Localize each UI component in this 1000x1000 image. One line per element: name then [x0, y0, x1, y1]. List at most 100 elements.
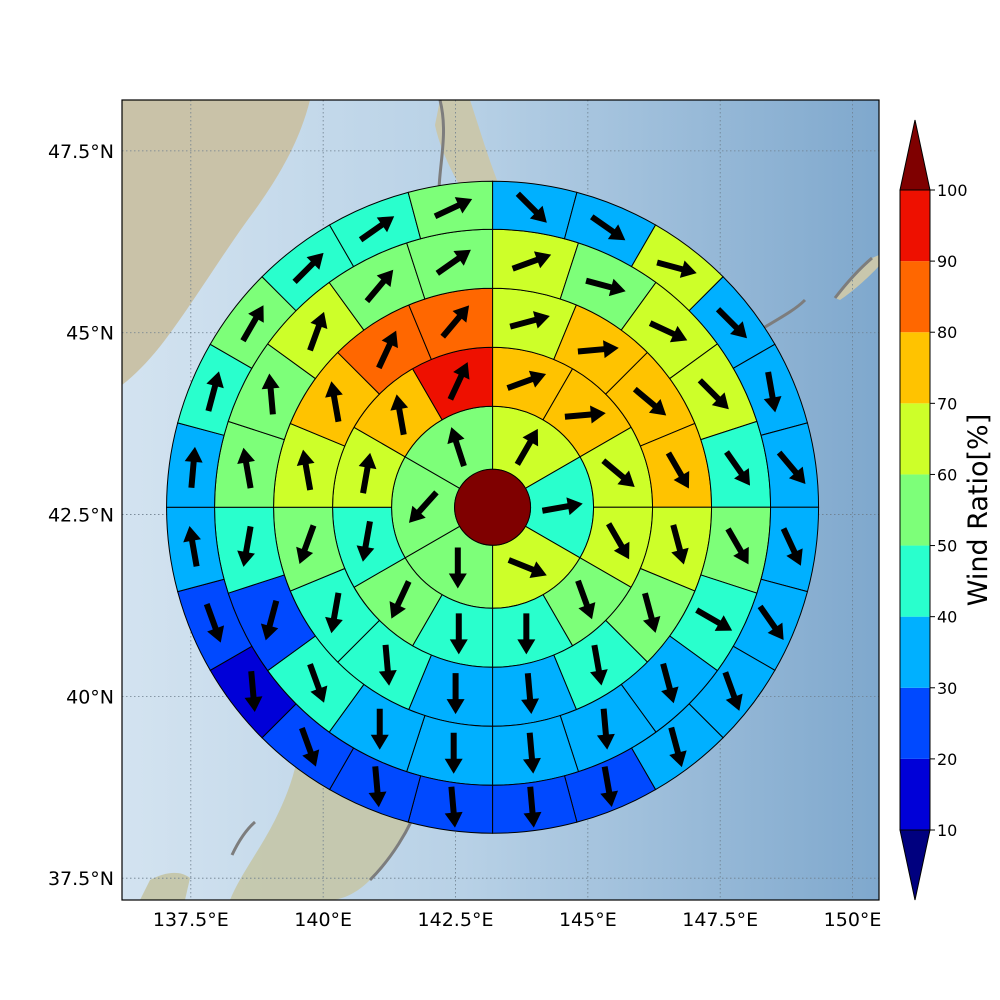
wind-arrow — [389, 580, 412, 619]
wind-arrow — [449, 613, 468, 655]
colorbar-segment — [900, 616, 930, 688]
wind-arrow — [296, 524, 317, 564]
wind-arrow — [409, 490, 439, 523]
colorbar-tick-label: 70 — [937, 394, 957, 413]
y-tick-label: 47.5°N — [48, 141, 114, 163]
wind-arrow — [307, 311, 328, 352]
colorbar: 10 20 30 40 50 60 70 80 90 100 — [899, 119, 968, 901]
wind-arrow — [260, 599, 280, 641]
wind-arrow — [515, 191, 547, 223]
colorbar-tick-label: 40 — [937, 608, 957, 627]
wind-arrow — [670, 524, 689, 565]
wind-arrow — [577, 340, 619, 359]
wind-arrow — [590, 644, 608, 686]
wind-arrow — [433, 197, 473, 220]
wind-arrow — [564, 405, 606, 424]
wind-arrow — [325, 592, 343, 634]
wind-arrow — [763, 371, 782, 413]
wind-arrow — [444, 732, 463, 774]
wind-arrow — [299, 727, 320, 767]
wind-arrow — [440, 305, 470, 339]
wind-arrow — [368, 766, 387, 808]
wind-arrow — [757, 604, 784, 641]
wind-arrow — [307, 663, 328, 703]
wind-ratio-sectors — [166, 180, 820, 834]
colorbar-extend-max — [899, 119, 931, 191]
wind-arrow — [183, 526, 201, 567]
colorbar-tick-label: 30 — [937, 679, 957, 698]
y-tick-label: 40°N — [66, 686, 114, 708]
wind-arrow — [447, 427, 467, 468]
y-tick-label: 45°N — [66, 323, 114, 345]
x-tick-label: 137.5°E — [153, 909, 229, 931]
wind-arrow — [660, 662, 679, 704]
colorbar-tick-label: 80 — [937, 323, 957, 342]
colorbar-outline — [899, 189, 931, 831]
x-tick-label: 147.5°E — [682, 909, 758, 931]
wind-arrow — [780, 527, 803, 566]
wind-arrow — [244, 670, 263, 713]
wind-arrow — [632, 386, 667, 416]
colorbar-tick-label: 50 — [937, 537, 957, 556]
wind-arrow — [722, 671, 743, 711]
y-tick-label: 37.5°N — [48, 868, 114, 890]
wind-arrow — [325, 381, 343, 423]
wind-arrow — [376, 330, 398, 370]
axis-ticks: 137.5°E 140°E 142.5°E 145°E 147.5°E 150°E 47.5… — [48, 141, 881, 931]
colorbar-segment — [900, 474, 930, 546]
wind-arrow — [184, 446, 203, 489]
wind-arrow — [509, 311, 550, 330]
colorbar-extend-min — [899, 829, 931, 901]
x-tick-label: 150°E — [824, 909, 882, 931]
wind-arrow — [370, 708, 389, 750]
wind-arrow — [261, 373, 280, 415]
colorbar-tick-label: 20 — [937, 750, 957, 769]
wind-arrow — [522, 732, 541, 774]
colorbar-label: Wind Ratio[%] — [963, 414, 994, 606]
wind-arrow — [444, 786, 463, 828]
wind-arrow — [600, 766, 619, 807]
wind-arrow — [358, 216, 395, 243]
wind-arrow — [715, 307, 748, 339]
wind-arrow — [378, 644, 397, 686]
colorbar-segment — [900, 758, 930, 830]
wind-arrow — [668, 726, 687, 768]
wind-arrow — [590, 214, 626, 241]
colorbar-tick-label: 10 — [937, 821, 957, 840]
wind-arrow — [514, 428, 539, 466]
wind-arrow — [665, 451, 690, 489]
wind-arrow — [575, 579, 596, 620]
wind-arrow — [364, 269, 394, 304]
wind-arrow — [356, 520, 375, 562]
colorbar-segment — [900, 190, 930, 262]
wind-arrow — [523, 786, 542, 828]
land-mainland — [122, 100, 310, 385]
wind-arrow — [296, 449, 315, 491]
wind-arrow — [292, 252, 324, 284]
wind-arrow — [695, 607, 733, 631]
center-disc — [454, 468, 532, 546]
wind-arrow — [596, 708, 615, 750]
colorbar-tick-label: 60 — [937, 465, 957, 484]
x-tick-label: 140°E — [294, 909, 352, 931]
y-tick-label: 42.5°N — [48, 505, 114, 527]
x-tick-label: 142.5°E — [418, 909, 494, 931]
wind-arrow — [606, 522, 630, 560]
wind-arrow — [446, 673, 465, 715]
colorbar-tick-label: 90 — [937, 252, 957, 271]
wind-arrow — [517, 613, 536, 655]
wind-arrow — [237, 447, 255, 489]
colorbar-segment — [900, 545, 930, 617]
wind-arrow — [541, 497, 583, 516]
wind-arrow — [725, 527, 749, 565]
colorbar-segment — [900, 403, 930, 475]
map-frame — [121, 99, 880, 901]
wind-arrow — [601, 458, 635, 487]
wind-arrow — [237, 525, 255, 567]
wind-arrow — [656, 259, 697, 278]
wind-arrow — [205, 371, 224, 412]
wind-arrow — [697, 378, 729, 410]
colorbar-tick-label: 100 — [937, 181, 968, 200]
wind-arrow — [642, 592, 661, 633]
